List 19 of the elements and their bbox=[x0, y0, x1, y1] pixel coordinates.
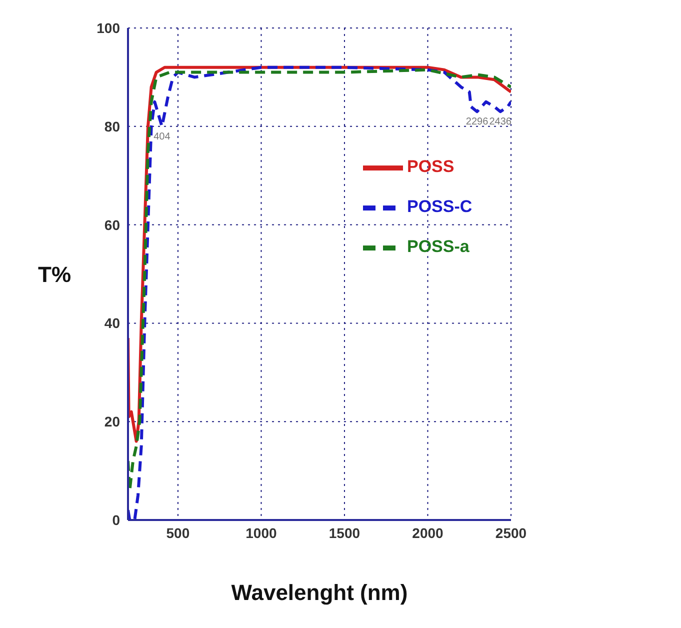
legend-label: POSS-C bbox=[407, 196, 472, 216]
annotation: 404 bbox=[154, 132, 171, 142]
y-tick-label: 20 bbox=[104, 414, 120, 430]
annotation: 2436 bbox=[489, 116, 512, 128]
y-tick-label: 40 bbox=[104, 315, 120, 332]
x-tick-label: 2500 bbox=[495, 524, 527, 541]
x-tick-label: 1500 bbox=[328, 524, 360, 541]
legend-label: POSS-a bbox=[407, 236, 470, 256]
annotation: 2296 bbox=[466, 116, 489, 128]
y-tick-label: 0 bbox=[112, 512, 120, 528]
y-tick-label: 80 bbox=[104, 118, 120, 134]
y-tick-label: 100 bbox=[96, 20, 120, 36]
y-axis-title: T% bbox=[38, 262, 71, 287]
x-tick-label: 1000 bbox=[246, 524, 277, 541]
x-tick-label: 2000 bbox=[412, 524, 444, 541]
y-tick-label: 60 bbox=[104, 216, 120, 233]
legend-label: POSS bbox=[407, 156, 454, 176]
x-tick-label: 500 bbox=[166, 524, 190, 541]
x-axis-title: Wavelenght (nm) bbox=[231, 580, 408, 605]
